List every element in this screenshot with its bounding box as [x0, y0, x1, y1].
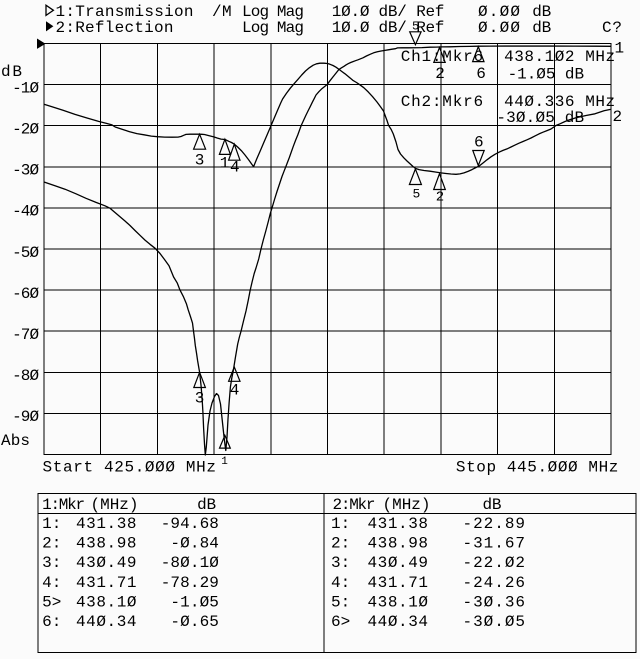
- svg-text:-Ø.84: -Ø.84: [170, 535, 219, 553]
- svg-text:-22.89: -22.89: [463, 515, 526, 533]
- svg-text:3:: 3:: [42, 554, 61, 572]
- svg-text:1: 1: [221, 456, 228, 468]
- svg-text:5: 5: [412, 20, 419, 34]
- svg-text:1Ø.Ø dB/: 1Ø.Ø dB/: [332, 3, 407, 21]
- svg-text:-6Ø: -6Ø: [12, 285, 39, 303]
- svg-text:1:: 1:: [331, 515, 350, 533]
- svg-text:1: 1: [220, 155, 230, 173]
- svg-text:431.38: 431.38: [76, 515, 137, 533]
- svg-text:1:: 1:: [42, 515, 61, 533]
- svg-text:(MHz): (MHz): [91, 496, 139, 514]
- svg-text:2: 2: [435, 65, 445, 83]
- svg-text:6: 6: [474, 134, 484, 152]
- svg-text:-78.29: -78.29: [161, 574, 219, 592]
- svg-text:-4Ø: -4Ø: [12, 203, 39, 221]
- svg-text:4: 4: [230, 159, 240, 177]
- svg-text:1:Mkr: 1:Mkr: [42, 496, 85, 514]
- svg-text:438.1Ø2 MHz: 438.1Ø2 MHz: [504, 48, 615, 66]
- svg-text:(MHz): (MHz): [383, 496, 431, 514]
- svg-text:-Ø.65: -Ø.65: [170, 613, 219, 631]
- svg-text:1: 1: [615, 40, 625, 58]
- svg-text:/M: /M: [212, 3, 232, 21]
- svg-text:dB: dB: [532, 19, 551, 37]
- svg-text:dB: dB: [1, 63, 22, 81]
- svg-text:3:: 3:: [331, 554, 350, 572]
- svg-text:2:Mkr: 2:Mkr: [333, 496, 376, 514]
- svg-text:4:: 4:: [42, 574, 61, 592]
- svg-text:C?: C?: [602, 19, 622, 37]
- svg-text:Ch1:Mkr6: Ch1:Mkr6: [401, 48, 483, 66]
- svg-text:Stop 445.ØØØ MHz: Stop 445.ØØØ MHz: [456, 459, 619, 477]
- svg-text:438.1Ø: 438.1Ø: [76, 593, 137, 611]
- svg-text:-5Ø: -5Ø: [12, 244, 39, 262]
- svg-text:4:: 4:: [331, 574, 350, 592]
- svg-text:-3Ø: -3Ø: [12, 162, 39, 180]
- svg-text:438.98: 438.98: [76, 535, 137, 553]
- svg-text:-7Ø: -7Ø: [12, 326, 39, 344]
- svg-text:43Ø.49: 43Ø.49: [368, 554, 429, 572]
- svg-text:Log Mag: Log Mag: [242, 19, 304, 37]
- svg-text:-31.67: -31.67: [463, 535, 526, 553]
- svg-text:438.98: 438.98: [368, 535, 429, 553]
- svg-text:3: 3: [195, 390, 205, 408]
- svg-text:431.71: 431.71: [76, 574, 137, 592]
- svg-text:Ch2:Mkr6: Ch2:Mkr6: [401, 93, 483, 111]
- svg-text:Ø.ØØ: Ø.ØØ: [478, 19, 520, 37]
- svg-text:Ref: Ref: [416, 3, 444, 21]
- svg-text:-8Ø.1Ø: -8Ø.1Ø: [161, 554, 220, 572]
- svg-text:Log Mag: Log Mag: [242, 3, 304, 21]
- svg-text:1Ø.Ø dB/: 1Ø.Ø dB/: [332, 19, 407, 37]
- svg-text:-3Ø.Ø5: -3Ø.Ø5: [463, 613, 526, 631]
- svg-text:3: 3: [195, 152, 205, 170]
- svg-text:2:Reflection: 2:Reflection: [56, 19, 174, 37]
- svg-text:2: 2: [436, 190, 444, 206]
- svg-text:6: 6: [476, 65, 486, 83]
- svg-text:-1.Ø5: -1.Ø5: [170, 593, 219, 611]
- svg-text:dB: dB: [532, 3, 551, 21]
- svg-text:-3Ø.Ø5 dB: -3Ø.Ø5 dB: [496, 109, 584, 127]
- svg-text:5: 5: [412, 187, 420, 202]
- svg-text:Ref: Ref: [416, 19, 444, 37]
- svg-text:1:Transmission: 1:Transmission: [56, 3, 194, 21]
- svg-text:44Ø.34: 44Ø.34: [76, 613, 137, 631]
- svg-text:2: 2: [613, 108, 623, 126]
- svg-text:431.71: 431.71: [368, 574, 429, 592]
- svg-text:Ø.ØØ: Ø.ØØ: [478, 3, 520, 21]
- svg-text:-1.Ø5 dB: -1.Ø5 dB: [508, 66, 584, 84]
- svg-text:431.38: 431.38: [368, 515, 429, 533]
- svg-text:2:: 2:: [42, 535, 61, 553]
- svg-text:44Ø.34: 44Ø.34: [368, 613, 429, 631]
- svg-text:6>: 6>: [331, 613, 350, 631]
- svg-text:5:: 5:: [331, 593, 350, 611]
- svg-text:5>: 5>: [42, 593, 61, 611]
- svg-text:2:: 2:: [331, 535, 350, 553]
- svg-text:-8Ø: -8Ø: [12, 367, 39, 385]
- svg-text:4: 4: [230, 382, 240, 400]
- svg-text:dB: dB: [197, 496, 216, 514]
- svg-text:Start 425.ØØØ MHz: Start 425.ØØØ MHz: [43, 459, 217, 477]
- svg-text:44Ø.336 MHz: 44Ø.336 MHz: [504, 93, 615, 111]
- svg-text:-22.Ø2: -22.Ø2: [463, 554, 526, 572]
- svg-text:-24.26: -24.26: [463, 574, 526, 592]
- svg-text:-3Ø.36: -3Ø.36: [463, 593, 526, 611]
- svg-text:-2Ø: -2Ø: [12, 121, 39, 139]
- svg-text:dB: dB: [483, 496, 502, 514]
- svg-text:-1Ø: -1Ø: [12, 79, 39, 97]
- svg-text:-9Ø: -9Ø: [12, 408, 39, 426]
- svg-text:438.1Ø: 438.1Ø: [368, 593, 429, 611]
- svg-text:6:: 6:: [42, 613, 61, 631]
- svg-text:Abs: Abs: [1, 432, 30, 450]
- svg-text:43Ø.49: 43Ø.49: [76, 554, 137, 572]
- svg-text:-94.68: -94.68: [161, 515, 219, 533]
